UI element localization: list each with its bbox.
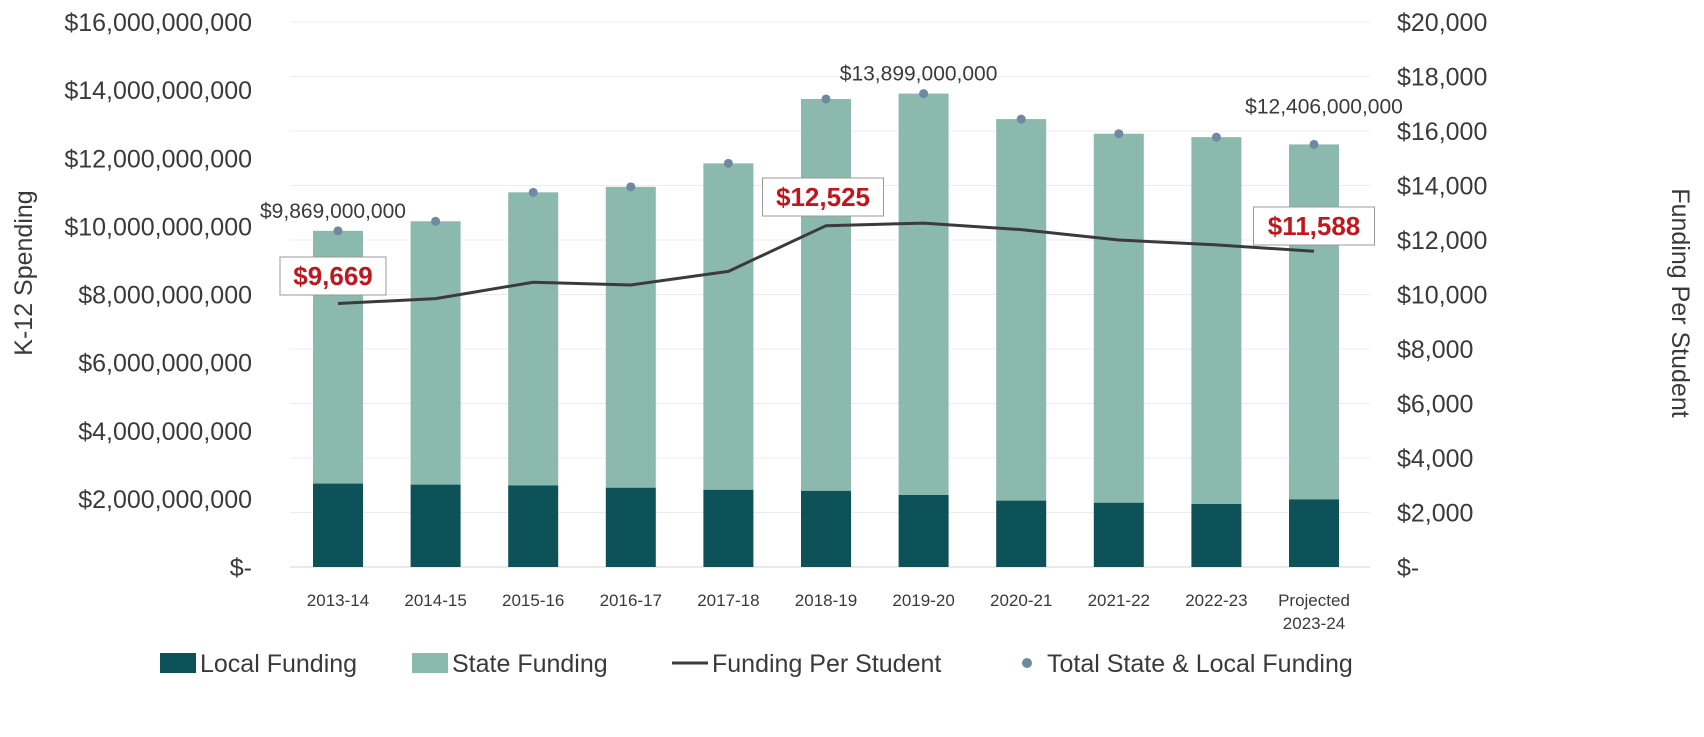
y-right-tick-label: $8,000 [1397,336,1473,364]
per-student-label-box [1253,206,1375,246]
y-axis-right-title: Funding Per Student [1666,188,1694,417]
bar-local-funding [1191,503,1242,567]
x-tick-label: 2017-18 [697,591,759,610]
y-right-tick-label: $10,000 [1397,282,1487,310]
total-funding-points [333,89,1319,236]
total-funding-point [821,94,831,104]
bar-state-funding [508,192,559,486]
y-left-tick-label: $14,000,000,000 [64,77,252,105]
x-tick-label: 2015-16 [502,591,564,610]
x-tick-label: 2013-14 [307,591,369,610]
bar-state-funding [1093,133,1144,503]
total-funding-point [333,226,343,236]
per-student-label-box [762,177,884,217]
y-right-tick-label: $16,000 [1397,118,1487,146]
total-funding-label: $12,406,000,000 [1245,95,1403,118]
total-funding-point [919,89,929,99]
bars [313,93,1339,567]
bar-state-funding [1191,137,1242,504]
y-right-tick-label: $20,000 [1397,9,1487,37]
y-left-tick-label: $10,000,000,000 [64,213,252,241]
y-right-tick-label: $12,000 [1397,227,1487,255]
x-tick-label: 2019-20 [892,591,954,610]
legend-label-local: Local Funding [200,650,357,678]
total-funding-point [626,182,636,192]
bar-state-funding [996,119,1047,501]
x-tick-label: Projected 2023-24 [1278,591,1350,633]
y-right-tick-label: $18,000 [1397,64,1487,92]
per-student-label: $9,669 [293,261,373,291]
y-left-tick-label: $12,000,000,000 [64,145,252,173]
x-tick-label: 2018-19 [795,591,857,610]
x-tick-label: 2022-23 [1185,591,1247,610]
y-axis-left-title: K-12 Spending [10,190,38,355]
total-funding-label: $9,869,000,000 [260,200,406,223]
bar-local-funding [410,484,461,567]
right-axis: $- $2,000 $4,000 $6,000 $8,000 $10,000 $12,000… [1397,9,1487,582]
total-funding-point [1016,114,1026,124]
y-right-tick-label: $14,000 [1397,173,1487,201]
bar-local-funding [1093,502,1144,567]
bar-state-funding [703,163,754,490]
y-left-tick-label: $- [230,554,252,582]
legend: Local Funding State Funding Funding Per St… [160,650,1353,678]
x-axis: 2013-14 2014-15 2015-16 2016-17 2017-18 2018-… [307,591,1350,633]
y-left-tick-label: $16,000,000,000 [64,9,252,37]
left-axis: $- $2,000,000,000 $4,000,000,000 $6,000,000… [64,9,252,582]
bar-local-funding [898,494,949,567]
total-funding-point [1114,129,1124,139]
total-funding-point [528,187,538,197]
y-right-tick-label: $4,000 [1397,445,1473,473]
legend-swatch-total [1022,658,1032,668]
legend-swatch-state [412,653,448,673]
bar-local-funding [801,490,851,567]
y-left-tick-label: $8,000,000,000 [78,282,252,310]
total-funding-label: $13,899,000,000 [840,63,998,86]
bar-local-funding [996,500,1047,567]
annotations: $9,869,000,000 $13,899,000,000 $12,406,000… [260,63,1403,296]
x-tick-label: 2020-21 [990,591,1052,610]
legend-label-per-student: Funding Per Student [712,650,941,678]
bar-local-funding [313,483,363,567]
per-student-label-box [279,256,387,296]
bar-state-funding [410,221,461,485]
funding-per-student-series [337,221,1315,306]
bar-local-funding [508,485,559,567]
total-funding-point [1211,132,1221,142]
legend-swatch-local [160,653,196,673]
y-left-tick-label: $2,000,000,000 [78,486,252,514]
total-funding-point [431,216,441,226]
x-tick-label: 2014-15 [404,591,466,610]
per-student-label: $12,525 [776,182,870,212]
y-right-tick-label: $- [1397,554,1419,582]
legend-label-state: State Funding [452,650,608,678]
bar-state-funding [1289,144,1339,500]
bar-local-funding [605,487,656,567]
funding-per-student-line [337,221,1315,306]
total-funding-point [723,158,733,168]
y-right-tick-label: $6,000 [1397,391,1473,419]
bar-local-funding [703,489,754,567]
bar-state-funding [898,93,949,495]
y-right-tick-label: $2,000 [1397,500,1473,528]
y-left-tick-label: $4,000,000,000 [78,418,252,446]
bar-state-funding [801,98,851,491]
x-tick-label: 2021-22 [1088,591,1150,610]
bar-local-funding [1289,499,1339,567]
x-tick-label: 2016-17 [600,591,662,610]
y-left-tick-label: $6,000,000,000 [78,350,252,378]
per-student-label: $11,588 [1268,211,1361,241]
total-funding-point [1309,139,1319,149]
legend-label-total: Total State & Local Funding [1047,650,1353,678]
bar-state-funding [605,186,656,488]
